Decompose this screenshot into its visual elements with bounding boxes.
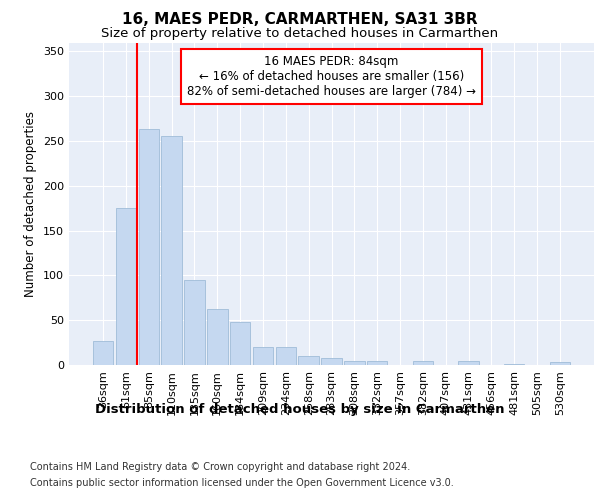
Text: 16 MAES PEDR: 84sqm
← 16% of detached houses are smaller (156)
82% of semi-detac: 16 MAES PEDR: 84sqm ← 16% of detached ho… [187,56,476,98]
Text: 16, MAES PEDR, CARMARTHEN, SA31 3BR: 16, MAES PEDR, CARMARTHEN, SA31 3BR [122,12,478,28]
Bar [367,362,388,365]
Bar [93,341,113,365]
Bar [184,280,205,365]
Text: Contains HM Land Registry data © Crown copyright and database right 2024.: Contains HM Land Registry data © Crown c… [30,462,410,472]
Bar [207,310,227,365]
Text: Size of property relative to detached houses in Carmarthen: Size of property relative to detached ho… [101,28,499,40]
Bar [344,360,365,365]
Bar [230,322,250,365]
Bar [413,360,433,365]
Bar [321,358,342,365]
Bar [116,208,136,365]
Bar [139,130,159,365]
Bar [504,364,524,365]
Text: Distribution of detached houses by size in Carmarthen: Distribution of detached houses by size … [95,402,505,415]
Y-axis label: Number of detached properties: Number of detached properties [25,111,37,296]
Text: Contains public sector information licensed under the Open Government Licence v3: Contains public sector information licen… [30,478,454,488]
Bar [161,136,182,365]
Bar [458,360,479,365]
Bar [298,356,319,365]
Bar [550,362,570,365]
Bar [275,347,296,365]
Bar [253,347,273,365]
